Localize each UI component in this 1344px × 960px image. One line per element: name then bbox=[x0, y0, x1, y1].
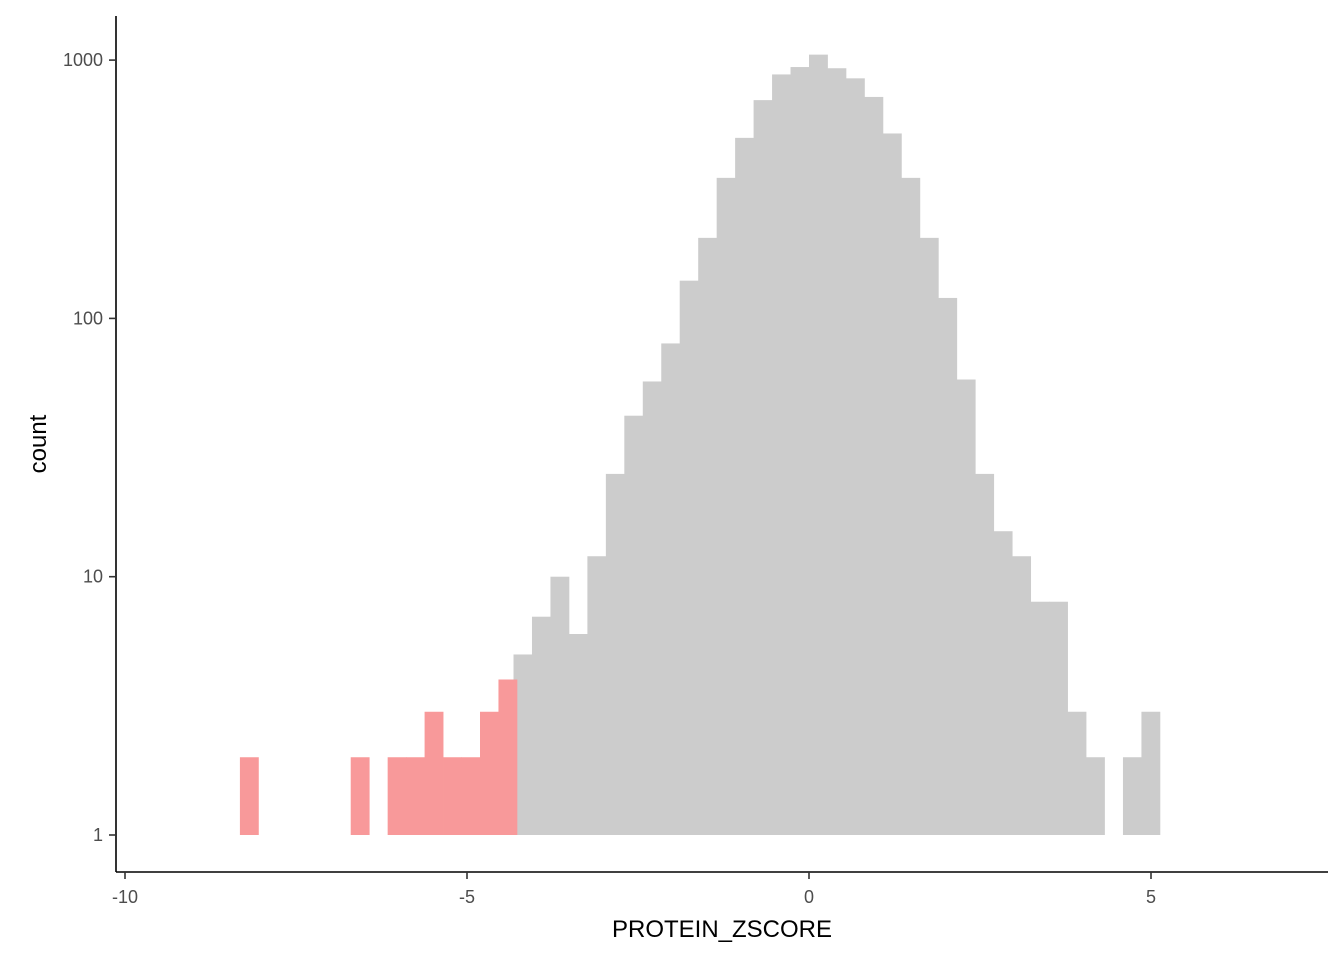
histogram-bar bbox=[1012, 556, 1032, 835]
histogram-bar bbox=[975, 473, 995, 835]
histogram-bar bbox=[882, 133, 902, 835]
histogram-bar bbox=[387, 757, 407, 835]
histogram-bar bbox=[550, 576, 570, 835]
x-tick-label: -10 bbox=[112, 887, 138, 907]
y-tick-label: 100 bbox=[73, 308, 103, 328]
histogram-bar bbox=[901, 177, 921, 835]
histogram-bar bbox=[642, 381, 662, 835]
histogram-bar bbox=[1067, 711, 1087, 835]
histogram-bar bbox=[1141, 711, 1161, 835]
histogram-bar bbox=[790, 67, 810, 836]
histogram-bar bbox=[239, 757, 259, 835]
histogram-bar bbox=[480, 711, 499, 835]
histogram-bar bbox=[919, 237, 939, 835]
histogram-bar bbox=[624, 415, 644, 835]
histogram-bar bbox=[698, 237, 718, 835]
histogram-bar bbox=[406, 757, 425, 835]
histogram-bar bbox=[864, 96, 884, 835]
histogram-bar bbox=[605, 473, 625, 835]
histogram-bar bbox=[679, 280, 699, 835]
histogram-bar bbox=[938, 297, 958, 835]
histogram-bars bbox=[239, 54, 1161, 836]
histogram-bar bbox=[568, 634, 588, 835]
histogram-bar bbox=[845, 78, 865, 835]
histogram-bar bbox=[513, 654, 533, 835]
x-axis-title: PROTEIN_ZSCORE bbox=[612, 916, 832, 943]
y-axis-ticks: 1 10 100 1000 bbox=[63, 50, 116, 845]
y-tick-label: 10 bbox=[83, 567, 103, 587]
histogram-bar bbox=[461, 757, 481, 835]
x-tick-label: 0 bbox=[804, 887, 814, 907]
histogram-bar bbox=[1086, 757, 1105, 835]
histogram-bar bbox=[587, 556, 607, 835]
histogram-bar bbox=[772, 74, 791, 835]
histogram-bar bbox=[424, 711, 444, 835]
x-tick-label: -5 bbox=[459, 887, 475, 907]
histogram-bar bbox=[350, 757, 370, 835]
histogram-bar bbox=[1049, 601, 1068, 835]
histogram-bar bbox=[956, 379, 976, 835]
x-tick-label: 5 bbox=[1146, 887, 1156, 907]
histogram-bar bbox=[531, 616, 551, 835]
histogram-bar bbox=[993, 531, 1013, 835]
y-axis-title: count bbox=[25, 414, 52, 473]
histogram-bar bbox=[661, 343, 681, 835]
histogram-bar bbox=[827, 68, 847, 836]
histogram-bar bbox=[443, 757, 462, 835]
x-axis-ticks: -10 -5 0 5 bbox=[112, 872, 1156, 907]
histogram-bar bbox=[1122, 757, 1142, 835]
histogram-bar bbox=[716, 177, 736, 835]
histogram-bar bbox=[498, 679, 518, 835]
histogram-bar bbox=[753, 100, 773, 836]
axes bbox=[115, 16, 1328, 873]
histogram-bar bbox=[1030, 601, 1050, 835]
y-tick-label: 1000 bbox=[63, 50, 103, 70]
histogram-bar bbox=[809, 54, 828, 835]
y-tick-label: 1 bbox=[93, 825, 103, 845]
histogram-bar bbox=[735, 137, 754, 836]
